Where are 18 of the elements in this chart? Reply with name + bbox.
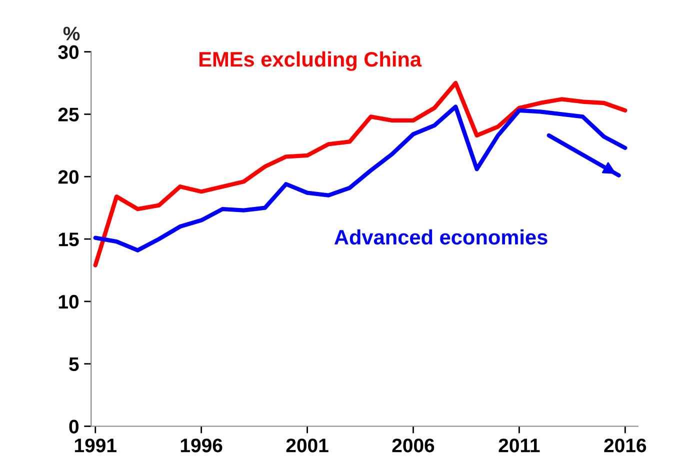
y-axis-title: % [63,26,80,40]
series-label: Advanced economies [334,229,548,245]
line-series [93,80,628,268]
y-tick-label: 10 [58,294,79,309]
y-tick-label: 20 [58,170,79,184]
line-series [93,104,628,252]
x-tick-label: 2006 [392,438,434,452]
x-tick-label: 2001 [286,438,328,452]
x-tick-label: 2016 [604,438,646,452]
x-tick-label: 1991 [74,438,116,452]
y-tick-label: 5 [69,358,79,372]
series-label: EMEs excluding China [200,51,422,71]
y-tick-label: 15 [58,232,79,246]
x-tick-label: 1996 [180,438,222,452]
x-tick-label: 2011 [498,438,540,452]
y-tick-label: 30 [58,45,79,60]
y-tick-label: 0 [69,420,79,434]
y-tick-label: 25 [58,108,79,122]
